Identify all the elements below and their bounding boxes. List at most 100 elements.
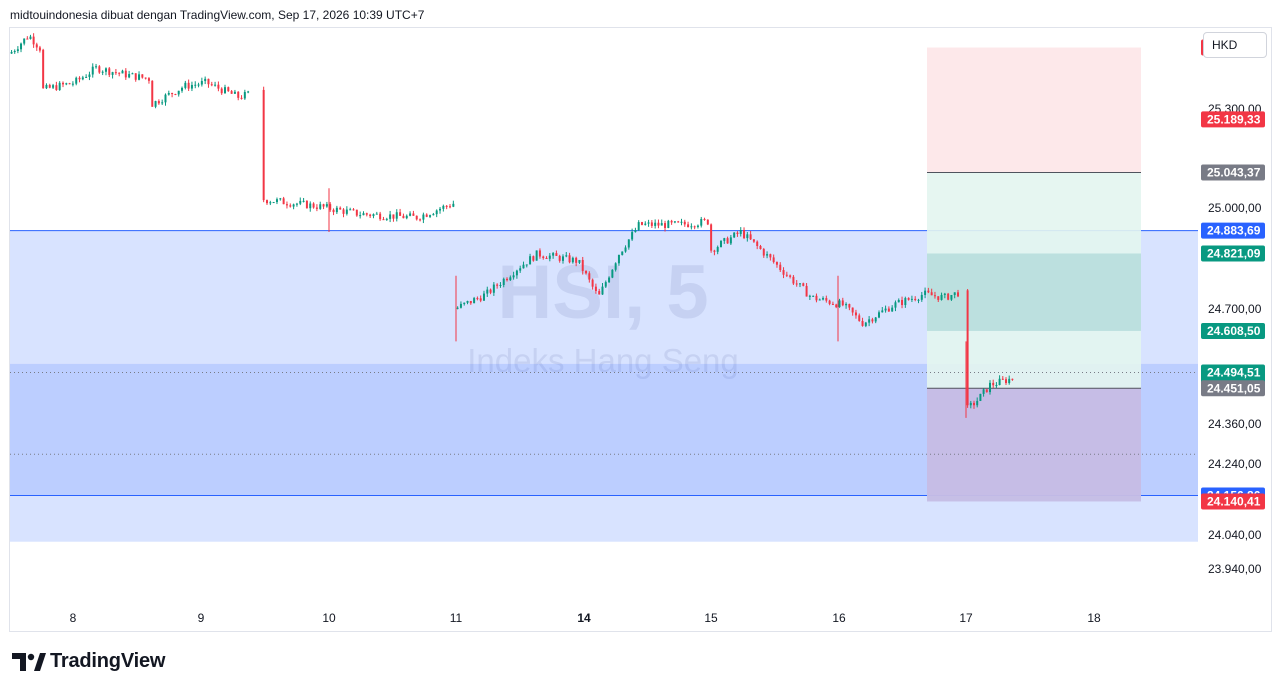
candle-body (379, 213, 382, 220)
candle-body (204, 78, 207, 82)
candle-body (154, 101, 157, 107)
price-label-text: 25.043,37 (1207, 166, 1261, 180)
candle-body (848, 304, 851, 308)
candle-body (269, 202, 272, 204)
candle-body (558, 255, 561, 261)
candle-body (976, 400, 979, 406)
candle-body (789, 275, 792, 277)
candle-body (395, 212, 398, 219)
candle-body (989, 382, 991, 393)
candle-body (634, 230, 637, 233)
candle-body (171, 92, 174, 95)
candle-body (706, 219, 709, 225)
candle-body (61, 82, 64, 85)
candle-body (35, 44, 38, 48)
candle-body (362, 213, 365, 216)
price-label-box[interactable] (1201, 222, 1265, 239)
x-axis-label: 9 (198, 611, 205, 625)
candle-body (305, 200, 308, 209)
candle-body (184, 82, 187, 88)
candle-body (644, 223, 647, 225)
candle-body (292, 204, 295, 207)
price-label-box[interactable] (1201, 380, 1265, 397)
chart-header-text: midtouindonesia dibuat dengan TradingVie… (10, 8, 425, 22)
candle-body (519, 268, 522, 271)
candle-body (412, 213, 415, 216)
candle-body (710, 224, 713, 251)
candle-body (561, 256, 564, 261)
candle-body (230, 91, 233, 94)
candle-body (389, 214, 392, 219)
candle-body (752, 239, 755, 242)
candle-body (111, 72, 114, 75)
candle-body (887, 308, 890, 312)
candle-body (335, 207, 338, 213)
candle-body (355, 209, 358, 216)
candle-body (749, 234, 752, 240)
candle-body (982, 389, 985, 394)
price-label-box[interactable] (1201, 111, 1265, 128)
candle-body (104, 68, 107, 72)
price-label-box[interactable] (1201, 322, 1265, 339)
candle-body (138, 74, 141, 80)
candle-body (858, 315, 861, 321)
candle-body (315, 207, 318, 209)
candle-body (552, 253, 555, 256)
candle-body (1001, 378, 1004, 380)
candle-body (312, 203, 315, 208)
candle-body (509, 277, 512, 281)
candle-body (726, 238, 729, 244)
candle-body (762, 249, 765, 256)
candle-body (581, 259, 584, 271)
target-band-lower[interactable] (927, 388, 1141, 502)
candle-body (779, 264, 782, 271)
candle-body (957, 292, 960, 297)
candle-body (805, 285, 808, 297)
y-axis-tick-label: 24.240,00 (1208, 457, 1262, 471)
candle-body (385, 218, 388, 220)
target-band-upper[interactable] (927, 253, 1141, 331)
candle-body (101, 71, 104, 73)
candle-body (45, 84, 48, 89)
candle-body (415, 215, 418, 220)
candle-body (121, 70, 124, 74)
candle-body (621, 251, 624, 255)
candle-body (95, 66, 98, 68)
stop-loss-zone[interactable] (927, 47, 1141, 173)
currency-button[interactable]: HKD (1203, 32, 1267, 58)
candle-body (68, 83, 71, 85)
price-label-text: 24.608,50 (1207, 324, 1261, 338)
candle-body (743, 230, 746, 239)
price-label-box[interactable] (1201, 245, 1265, 262)
price-label-text: 25.189,33 (1207, 112, 1261, 126)
candle-body (924, 290, 927, 295)
candle-body (439, 208, 442, 211)
candle-body (38, 47, 41, 51)
candle-body (683, 221, 686, 225)
candle-body (275, 199, 278, 203)
candle-body (422, 214, 425, 220)
price-label-box[interactable] (1201, 493, 1265, 510)
candle-body (927, 290, 930, 293)
candle-body (894, 302, 897, 308)
candle-body (950, 295, 953, 300)
candle-body (349, 209, 352, 211)
tradingview-logo[interactable]: TradingView (12, 650, 165, 673)
candle-body (71, 83, 74, 85)
candle-body (565, 255, 568, 257)
candle-body (20, 43, 23, 50)
candle-body (700, 218, 703, 226)
price-label-box[interactable] (1201, 164, 1265, 181)
candle-body (445, 205, 448, 207)
candle-body (10, 52, 13, 54)
candle-body (555, 253, 558, 256)
candle-body (825, 298, 828, 301)
candle-body (766, 254, 769, 256)
candle-body (459, 303, 462, 308)
x-axis-label: 18 (1087, 611, 1101, 625)
candle-body (124, 70, 127, 78)
candle-body (52, 85, 55, 88)
x-axis-label: 11 (450, 611, 463, 625)
candle-body (785, 274, 788, 276)
